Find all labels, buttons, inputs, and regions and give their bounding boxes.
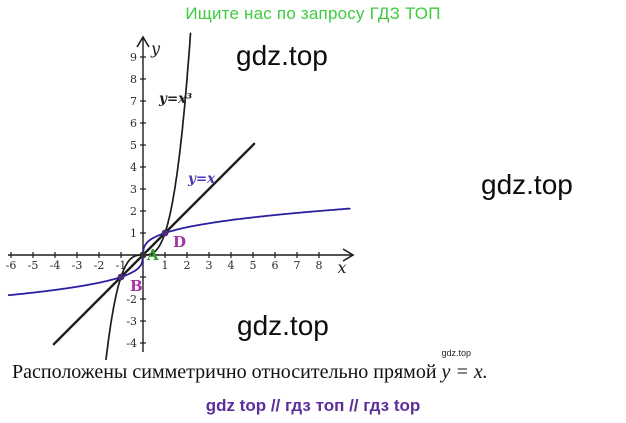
answer-line: Расположены симметрично относительно пря…	[12, 348, 488, 384]
curve-label-cube: y=x³	[158, 91, 192, 107]
x-axis-arrow	[342, 248, 355, 262]
point-marker-A	[139, 251, 147, 259]
y-axis-label: y	[150, 39, 161, 58]
formula-text: y = x	[441, 361, 483, 383]
x-tick-label: 1	[162, 259, 169, 272]
y-tick-label: -3	[126, 315, 137, 328]
y-tick-label: 2	[130, 205, 137, 218]
point-label-B: B	[130, 277, 143, 295]
answer-formula: gdz.top y = x.	[441, 348, 488, 384]
x-tick-label: 5	[250, 259, 257, 272]
y-tick-label: 9	[130, 51, 137, 64]
answer-statement: Расположены симметрично относительно пря…	[12, 361, 437, 383]
y-axis-arrow	[136, 35, 150, 48]
x-tick-label: 3	[206, 259, 213, 272]
x-tick-label: 8	[316, 259, 323, 272]
formula-period: .	[482, 361, 488, 383]
x-tick-label: -6	[6, 259, 17, 272]
x-tick-label: 7	[294, 259, 301, 272]
curve-cube	[105, 32, 192, 361]
curve-label-identity: y=x	[187, 171, 216, 187]
watermark-right: gdz.top	[481, 169, 573, 200]
y-tick-label: -4	[126, 337, 137, 350]
y-tick-label: 7	[130, 95, 137, 108]
y-tick-label: 3	[130, 183, 137, 196]
curve-cbrt	[7, 207, 351, 297]
x-tick-label: -5	[28, 259, 39, 272]
function-graph: x y -6 -5 -4 -3 -2 -1 1 2 3 4 5 6 7 8 9 8 7 6 5 4 3 2 1 -2 -3 -4 y=x…	[0, 30, 370, 361]
y-tick-label: 4	[130, 161, 137, 174]
y-tick-label: 8	[130, 73, 137, 86]
x-tick-label: 6	[272, 259, 279, 272]
x-tick-label: -2	[94, 259, 105, 272]
point-marker-D	[161, 229, 169, 237]
watermark-small: gdz.top	[441, 348, 472, 358]
x-tick-label: 4	[228, 259, 235, 272]
footer-tags: gdz top // гдз топ // гдз top	[205, 396, 421, 415]
x-tick-label: 2	[184, 259, 191, 272]
x-tick-label: -1	[116, 259, 127, 272]
x-tick-label: -4	[50, 259, 61, 272]
x-axis-label: x	[337, 258, 346, 277]
y-tick-label: 1	[130, 227, 137, 240]
y-tick-label: 5	[130, 139, 137, 152]
promo-banner: Ищите нас по запросу ГДЗ ТОП	[185, 4, 441, 23]
point-marker-B	[117, 273, 125, 281]
y-tick-label: 6	[130, 117, 137, 130]
watermark-bottom: gdz.top	[237, 310, 329, 341]
watermark-top: gdz.top	[236, 40, 328, 71]
x-tick-label: -3	[72, 259, 83, 272]
y-tick-label: -2	[126, 293, 137, 306]
chart-canvas: x y -6 -5 -4 -3 -2 -1 1 2 3 4 5 6 7 8 9 8 7 6 5 4 3 2 1 -2 -3 -4 y=x…	[6, 32, 355, 361]
point-label-A: A	[146, 246, 159, 264]
curve-identity	[52, 142, 256, 346]
point-label-D: D	[173, 233, 186, 251]
